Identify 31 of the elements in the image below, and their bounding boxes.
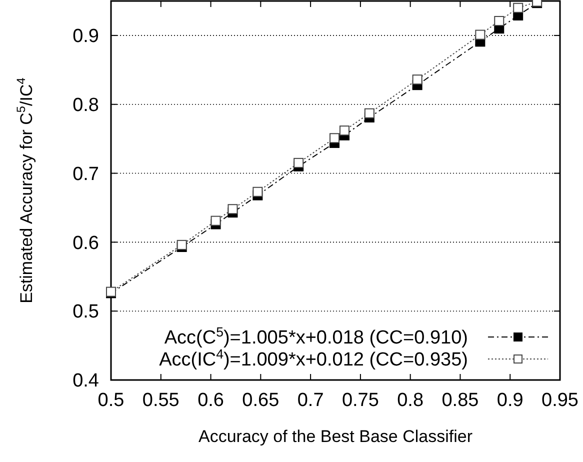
x-tick-label: 0.6 [198, 390, 224, 411]
point [494, 16, 504, 26]
point [210, 216, 221, 226]
x-tick-label: 0.8 [397, 390, 424, 411]
y-tick-label: 0.7 [72, 164, 99, 185]
point [330, 133, 340, 144]
point [475, 30, 486, 40]
x-tick-label: 0.65 [242, 390, 280, 411]
x-axis-title: Accuracy of the Best Base Classifier [198, 427, 473, 446]
point [339, 126, 350, 136]
x-tick-label: 0.5 [98, 390, 124, 411]
y-tick-label: 0.8 [72, 95, 99, 116]
y-tick-label: 0.9 [72, 26, 99, 48]
point [252, 186, 263, 197]
x-tick-label: 0.95 [542, 390, 578, 411]
point [228, 204, 238, 214]
y-tick-label: 0.4 [72, 370, 100, 392]
x-tick-label: 0.7 [297, 390, 324, 411]
x-tick-label: 0.55 [142, 390, 180, 411]
point [176, 240, 187, 250]
x-tick-label: 0.9 [496, 390, 524, 411]
point [364, 108, 374, 118]
y-tick-label: 0.5 [72, 302, 99, 323]
x-tick-label: 0.85 [442, 390, 479, 411]
legend-label: Acc(C$^{5}$)=1.005*x+0.018 (CC=0.910) [164, 324, 468, 349]
legend-label: Acc(IC$^{4}$)=1.009*x+0.012 (CC=0.935) [159, 346, 468, 371]
point [412, 74, 422, 85]
point [513, 2, 524, 13]
y-tick-label: 0.6 [72, 232, 99, 254]
point [294, 158, 304, 168]
x-tick-label: 0.75 [342, 390, 379, 411]
